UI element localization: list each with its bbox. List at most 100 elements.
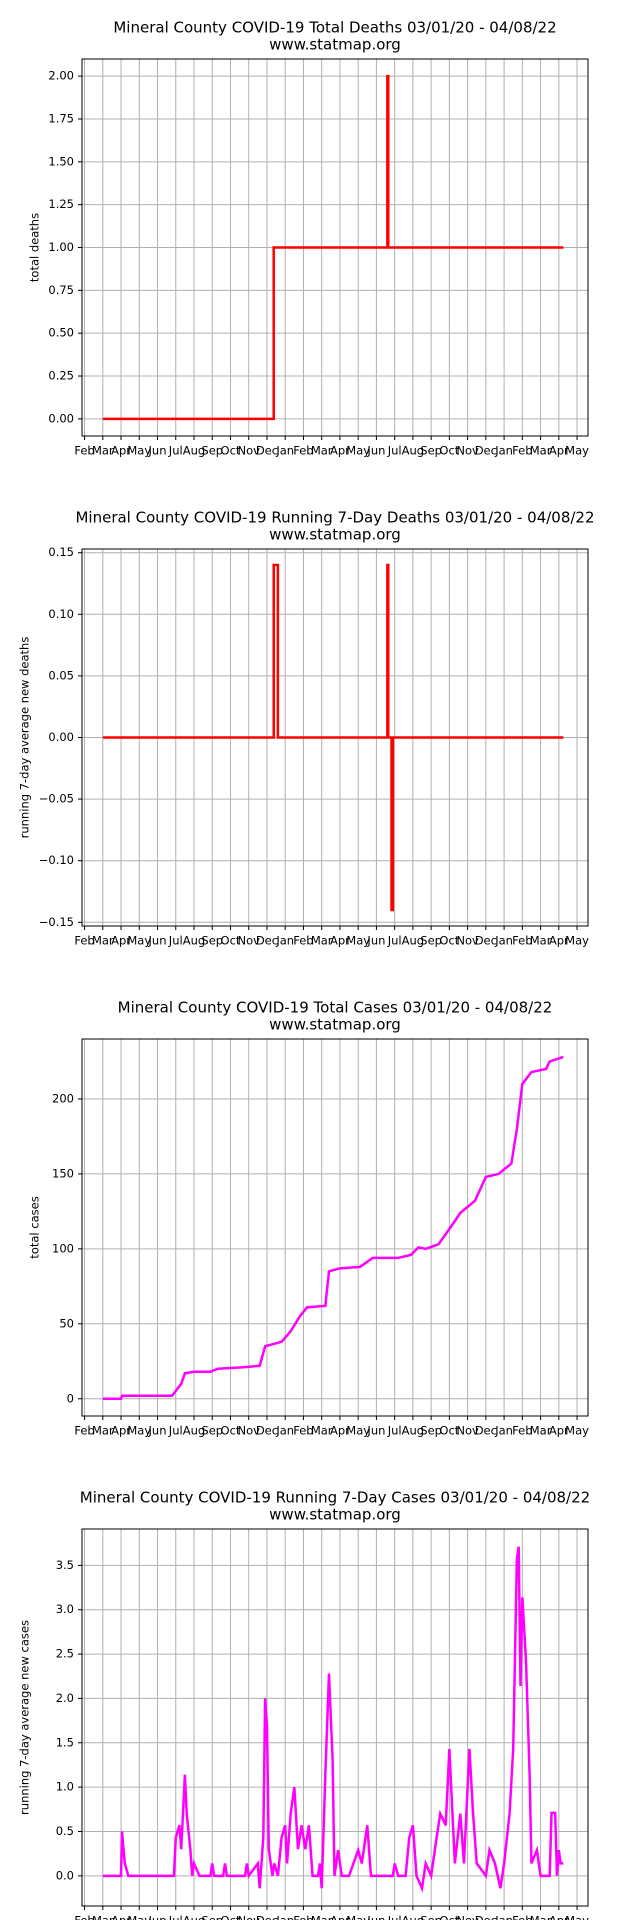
x-tick-label: Feb: [74, 1424, 94, 1438]
x-tick-label: Sep: [420, 1424, 442, 1438]
x-tick-label: Jun: [366, 444, 385, 458]
chart-title: Mineral County COVID-19 Running 7-Day De…: [75, 509, 594, 527]
x-tick-label: Aug: [402, 1914, 424, 1920]
x-tick-label: Mar: [311, 444, 333, 458]
x-tick-label: Feb: [74, 934, 94, 948]
axes-frame: [81, 58, 589, 437]
x-tick-label: Jun: [366, 1424, 385, 1438]
x-tick-label: May: [346, 1914, 370, 1920]
x-tick-label: Feb: [512, 444, 532, 458]
y-tick-label: 2.5: [56, 1647, 74, 1661]
x-tick-label: Aug: [183, 934, 205, 948]
x-tick-label: Mar: [311, 1424, 333, 1438]
x-tick-label: Oct: [439, 1914, 459, 1920]
x-tick-label: Nov: [456, 1914, 479, 1920]
x-tick-label: Apr: [330, 444, 350, 458]
y-tick-label: 50: [59, 1316, 74, 1330]
x-tick-label: Apr: [549, 444, 569, 458]
x-tick-label: Jan: [494, 1914, 513, 1920]
x-tick-label: Apr: [111, 444, 131, 458]
x-tick-label: Oct: [439, 934, 459, 948]
x-tick-label: Jun: [148, 934, 167, 948]
x-tick-label: Jul: [387, 1914, 402, 1920]
y-tick-label: −0.10: [39, 853, 74, 867]
y-tick-label: 0.05: [48, 668, 74, 682]
x-tick-label: Dec: [475, 934, 497, 948]
x-tick-label: Apr: [549, 934, 569, 948]
x-tick-label: Oct: [439, 1424, 459, 1438]
x-tick-label: Sep: [201, 934, 223, 948]
y-tick-label: 0.00: [48, 411, 74, 425]
x-tick-label: Sep: [420, 1914, 442, 1920]
x-tick-label: Mar: [311, 934, 333, 948]
x-tick-label: Sep: [420, 444, 442, 458]
x-tick-label: Feb: [293, 1914, 313, 1920]
x-tick-label: Jan: [494, 444, 513, 458]
x-tick-label: Aug: [402, 1424, 424, 1438]
y-axis-label: total deaths: [28, 213, 42, 282]
data-line: [102, 74, 564, 421]
x-tick-label: Dec: [256, 934, 278, 948]
x-tick-label: Jan: [275, 1424, 294, 1438]
x-tick-label: May: [346, 444, 370, 458]
x-tick-label: Feb: [512, 934, 532, 948]
x-tick-label: Apr: [111, 1424, 131, 1438]
y-tick-label: 2.0: [56, 1691, 74, 1705]
y-tick-label: 3.5: [56, 1558, 74, 1572]
x-tick-label: Nov: [237, 1424, 260, 1438]
x-tick-label: Oct: [221, 934, 241, 948]
chart-title: Mineral County COVID-19 Total Deaths 03/…: [113, 19, 556, 37]
x-tick-label: May: [346, 934, 370, 948]
x-tick-label: Nov: [237, 1914, 260, 1920]
x-tick-label: Apr: [549, 1914, 569, 1920]
chart-panel: Mineral County COVID-19 Total Deaths 03/…: [28, 19, 590, 458]
x-tick-label: Mar: [92, 444, 114, 458]
y-tick-label: 1.25: [48, 197, 74, 211]
x-tick-label: Jan: [494, 934, 513, 948]
x-tick-label: Apr: [330, 1914, 350, 1920]
x-tick-label: Aug: [402, 444, 424, 458]
x-tick-label: May: [346, 1424, 370, 1438]
x-tick-label: Jul: [387, 934, 402, 948]
x-tick-label: Dec: [475, 1424, 497, 1438]
axes-frame: [81, 1038, 589, 1417]
x-tick-label: Oct: [221, 1914, 241, 1920]
chart-panel: Mineral County COVID-19 Running 7-Day De…: [18, 509, 595, 948]
x-tick-label: Feb: [293, 444, 313, 458]
x-tick-label: May: [565, 1424, 589, 1438]
x-tick-label: Jan: [275, 444, 294, 458]
data-line: [102, 563, 564, 912]
x-tick-label: Jan: [275, 1914, 294, 1920]
x-tick-label: Jul: [168, 934, 183, 948]
x-tick-label: Jan: [275, 934, 294, 948]
chart-subtitle: www.statmap.org: [269, 36, 401, 54]
data-line: [102, 1546, 564, 1893]
x-tick-label: Dec: [256, 1424, 278, 1438]
y-tick-label: 0.50: [48, 326, 74, 340]
x-tick-label: Apr: [330, 1424, 350, 1438]
x-tick-label: Dec: [475, 444, 497, 458]
x-tick-label: Feb: [293, 1424, 313, 1438]
y-tick-label: −0.15: [39, 915, 74, 929]
y-axis-label: running 7-day average new deaths: [18, 637, 32, 839]
chart-panel: Mineral County COVID-19 Running 7-Day Ca…: [18, 1489, 591, 1920]
x-tick-label: Mar: [92, 1424, 114, 1438]
y-tick-label: 0.0: [56, 1868, 74, 1882]
x-tick-label: Apr: [111, 1914, 131, 1920]
y-tick-label: −0.05: [39, 792, 74, 806]
y-tick-label: 1.75: [48, 111, 74, 125]
y-tick-label: 0.25: [48, 369, 74, 383]
x-tick-label: May: [565, 934, 589, 948]
x-tick-label: Jul: [387, 1424, 402, 1438]
x-tick-label: Nov: [456, 934, 479, 948]
x-tick-label: May: [565, 1914, 589, 1920]
y-tick-label: 1.00: [48, 240, 74, 254]
x-tick-label: Oct: [439, 444, 459, 458]
y-axis-label: total cases: [28, 1196, 42, 1258]
y-tick-label: 0.75: [48, 283, 74, 297]
x-tick-label: Sep: [201, 1424, 223, 1438]
y-tick-label: 0.15: [48, 545, 74, 559]
y-tick-label: 3.0: [56, 1602, 74, 1616]
x-tick-label: Dec: [256, 444, 278, 458]
